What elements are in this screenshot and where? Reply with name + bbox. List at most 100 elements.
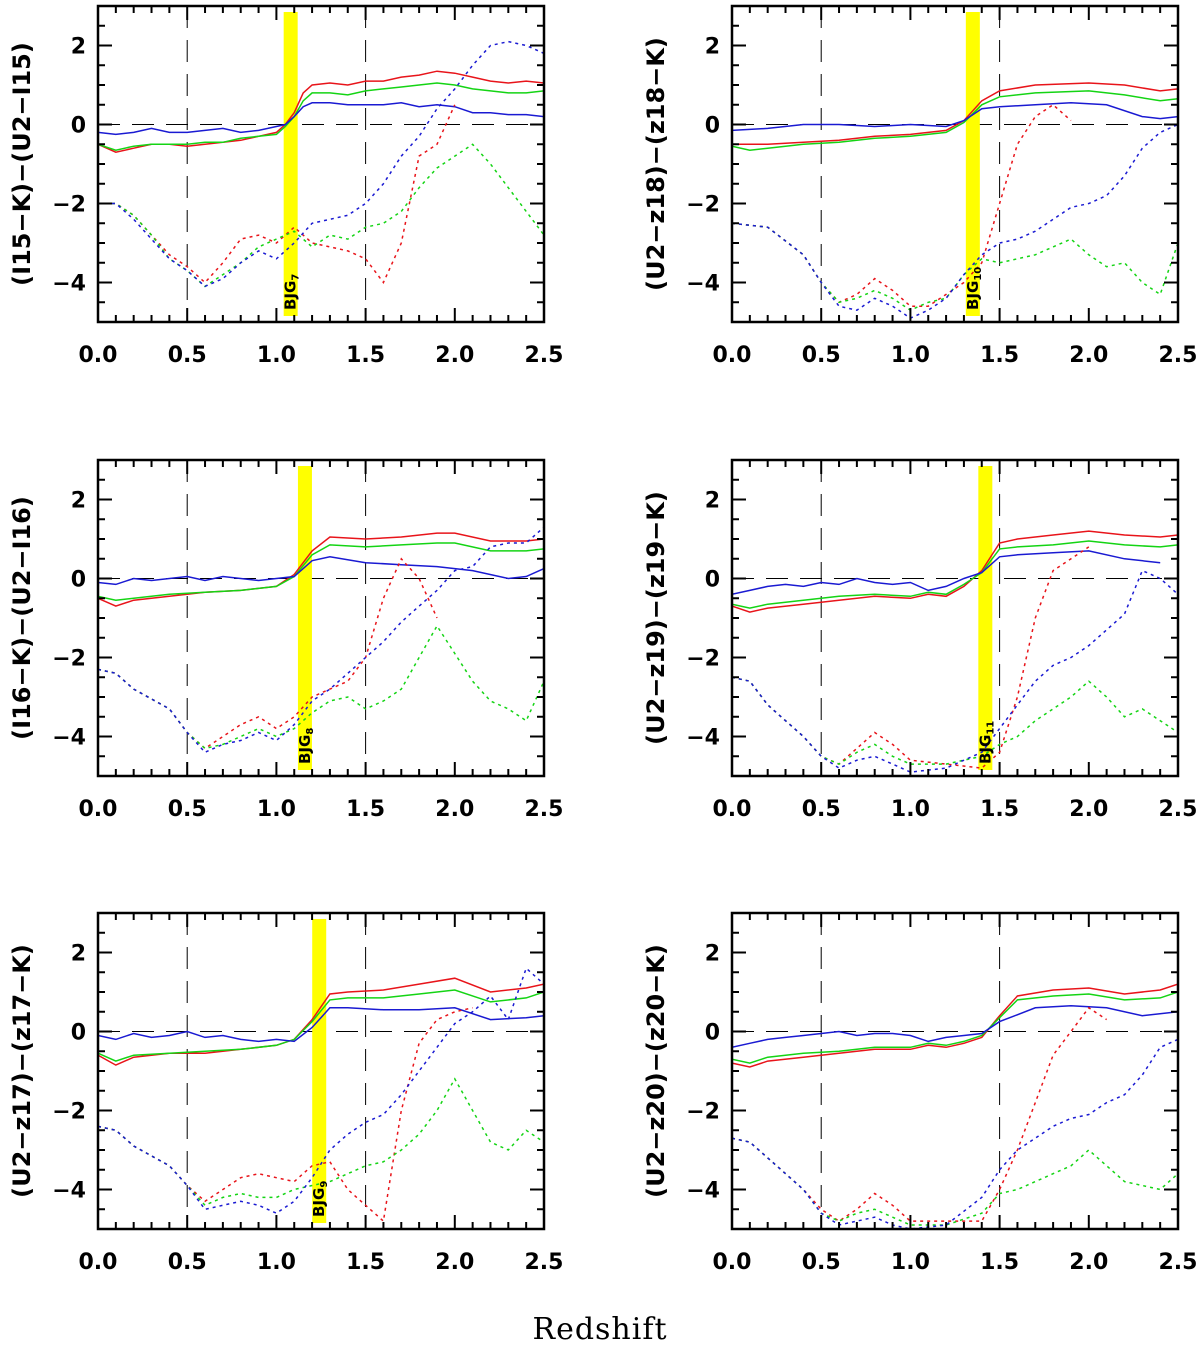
y-tick-label: −2 [52,647,86,672]
y-axis-title: (U2−z20)−(z20−K) [642,944,670,1198]
y-tick-label: −4 [686,1179,720,1204]
x-tick-label: 0.0 [79,343,118,368]
series-group [98,966,544,1223]
y-tick-label: −4 [52,1179,86,1204]
series-green-solid [732,540,1178,609]
series-green-dotted [98,624,544,750]
panel-2: BJG10 0.0 0.5 1.0 1.5 2.0 2.5 −4 −2 0 2 (U2−z18)−(z… [642,4,1198,368]
x-tick-label: 0.0 [713,1250,752,1275]
band-label: BJG11 [976,721,996,764]
x-tick-label: 0.5 [168,797,207,822]
x-tick-label: 1.5 [980,797,1019,822]
series-red-solid [98,70,544,153]
series-blue-solid [732,1005,1178,1049]
x-tick-label: 2.5 [525,797,564,822]
x-tick-label: 0.5 [802,1250,841,1275]
band-label: BJG8 [296,728,316,764]
series-blue-solid [98,102,544,136]
x-tick-label: 2.5 [1159,343,1198,368]
y-tick-label: 2 [71,35,86,60]
y-tick-label: 0 [705,114,720,139]
series-red-solid [732,983,1178,1068]
highlight-band [312,919,327,1223]
plot-frame [730,458,1180,778]
series-group [98,526,544,754]
band-label: BJG10 [964,267,984,310]
x-tick-label: 2.0 [435,343,474,368]
x-tick-label: 1.0 [257,343,296,368]
series-red-solid [98,532,544,607]
y-tick-label: −2 [686,1100,720,1125]
x-tick-label: 1.5 [346,797,385,822]
series-red-solid [732,530,1178,613]
plot-frame [730,911,1180,1231]
highlight-band [283,12,298,316]
y-tick-label: −4 [686,272,720,297]
x-tick-label: 2.0 [1069,1250,1108,1275]
x-tick-label: 0.0 [713,797,752,822]
series-green-dotted [98,1077,544,1207]
y-tick-label: −2 [686,193,720,218]
x-tick-label: 1.5 [980,1250,1019,1275]
series-group [732,530,1178,773]
y-tick-label: −4 [52,272,86,297]
y-tick-label: 0 [71,568,86,593]
series-blue-dotted [98,40,544,288]
y-axis-title: (I15−K)−(U2−I15) [8,42,36,286]
x-tick-label: 1.5 [980,343,1019,368]
x-tick-label: 0.0 [713,343,752,368]
panel-4: BJG11 0.0 0.5 1.0 1.5 2.0 2.5 −4 −2 0 2 (U2−z19)−(z… [642,458,1197,822]
series-green-dotted [732,1137,1178,1226]
x-tick-label: 2.5 [525,1250,564,1275]
y-tick-label: 2 [71,489,86,514]
series-blue-dotted [732,123,1178,319]
series-blue-dotted [732,569,1178,773]
series-red-dotted [98,104,456,284]
x-tick-label: 2.0 [1069,343,1108,368]
plot-frame [730,4,1180,324]
x-axis-title: Redshift [532,1312,668,1347]
plot-frame [96,458,546,778]
x-tick-label: 1.0 [257,797,296,822]
series-blue-solid [732,102,1178,132]
x-tick-label: 1.0 [257,1250,296,1275]
y-axis-title: (U2−z19)−(z19−K) [642,491,670,745]
series-blue-dotted [732,1038,1178,1229]
y-tick-label: −4 [52,726,86,751]
series-blue-dotted [98,966,544,1215]
series-blue-solid [98,1007,544,1043]
series-red-dotted [732,1006,1108,1222]
panel-1: BJG7 0.0 0.5 1.0 1.5 2.0 2.5 −4 −2 0 2 (I15−K)−(U2−… [8,4,564,368]
x-tick-label: 1.5 [346,343,385,368]
band-label: BJG7 [282,274,302,310]
highlight-band [297,466,312,770]
y-tick-label: 2 [705,489,720,514]
series-green-solid [98,542,544,601]
y-tick-label: −4 [686,726,720,751]
band-label: BJG9 [310,1181,330,1217]
y-tick-label: 0 [705,1021,720,1046]
x-tick-label: 2.5 [525,343,564,368]
series-green-dotted [98,143,544,288]
y-axis-title: (U2−z17)−(z17−K) [8,944,36,1198]
panel-6: 0.0 0.5 1.0 1.5 2.0 2.5 −4 −2 0 2 (U2−z20)−(z20−K) [642,911,1198,1275]
series-green-dotted [732,222,1178,312]
y-axis-title: (U2−z18)−(z18−K) [642,37,670,291]
series-group [98,40,544,288]
series-blue-dotted [98,526,544,754]
panel-5: BJG9 0.0 0.5 1.0 1.5 2.0 2.5 −4 −2 0 2 (U2−z17)−(z1… [8,911,564,1275]
panel-3: BJG8 0.0 0.5 1.0 1.5 2.0 2.5 −4 −2 0 2 (I16−K)−(U2−… [8,458,564,822]
series-group [732,82,1178,319]
series-group [732,983,1178,1229]
x-tick-label: 0.0 [79,1250,118,1275]
highlight-band [978,466,993,770]
x-tick-label: 1.0 [891,797,930,822]
y-tick-label: 2 [705,942,720,967]
plot-frame [96,4,546,324]
y-axis-title: (I16−K)−(U2−I16) [8,496,36,740]
x-tick-label: 2.5 [1159,1250,1198,1275]
highlight-band [965,12,980,316]
x-tick-label: 1.0 [891,343,930,368]
y-tick-label: −2 [686,647,720,672]
